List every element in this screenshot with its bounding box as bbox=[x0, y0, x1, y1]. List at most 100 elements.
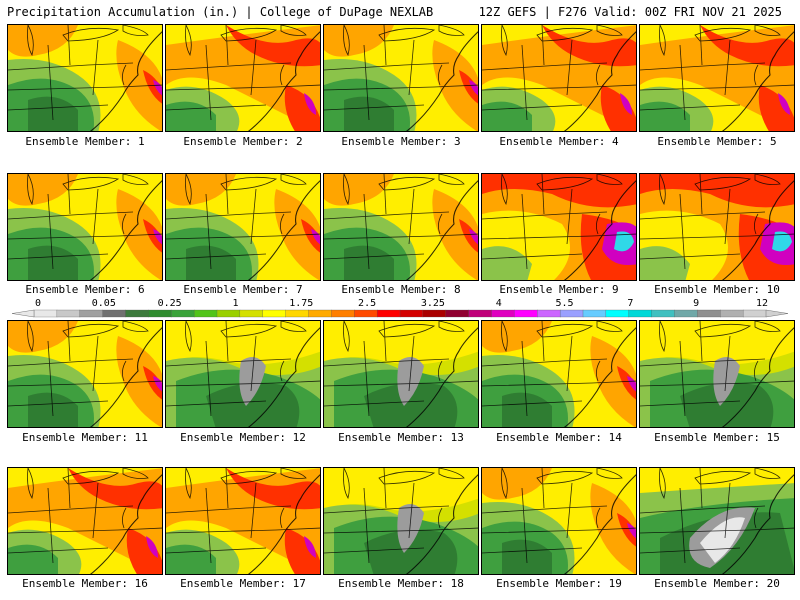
ensemble-member-label-11: Ensemble Member: 11 bbox=[22, 431, 148, 444]
colorbar-swatch bbox=[193, 309, 218, 318]
ensemble-member-label-14: Ensemble Member: 14 bbox=[496, 431, 622, 444]
colorbar-swatch bbox=[285, 309, 309, 318]
state-borders bbox=[640, 321, 794, 427]
ensemble-member-map-20 bbox=[639, 467, 795, 575]
ensemble-member-label-1: Ensemble Member: 1 bbox=[25, 135, 145, 148]
state-borders bbox=[482, 321, 636, 427]
colorbar-swatch bbox=[308, 309, 332, 318]
ensemble-member-label-18: Ensemble Member: 18 bbox=[338, 577, 464, 590]
ensemble-member-label-12: Ensemble Member: 12 bbox=[180, 431, 306, 444]
ensemble-member-map-16 bbox=[7, 467, 163, 575]
precip-map-3 bbox=[324, 25, 478, 131]
state-borders bbox=[166, 468, 320, 574]
precip-colorbar: 0 0.05 0.25 1 1.75 2.5 3.25 4 5.5 7 9 12 bbox=[10, 298, 790, 322]
ensemble-member-map-18 bbox=[323, 467, 479, 575]
ensemble-member-label-4: Ensemble Member: 4 bbox=[499, 135, 619, 148]
ensemble-member-map-8 bbox=[323, 173, 479, 281]
colorbar-swatch bbox=[628, 309, 653, 318]
colorbar-swatch bbox=[514, 309, 538, 318]
ensemble-member-map-14 bbox=[481, 320, 637, 428]
colorbar-tick-label: 7 bbox=[627, 298, 634, 309]
precip-map-4 bbox=[482, 25, 636, 131]
precip-map-9 bbox=[482, 174, 636, 280]
colorbar-tick-label: 0.05 bbox=[91, 298, 116, 309]
state-borders bbox=[166, 25, 320, 131]
colorbar-swatch bbox=[537, 309, 561, 318]
ensemble-member-map-10 bbox=[639, 173, 795, 281]
ensemble-member-map-17 bbox=[165, 467, 321, 575]
ensemble-member-map-4 bbox=[481, 24, 637, 132]
precip-map-14 bbox=[482, 321, 636, 427]
ensemble-member-label-16: Ensemble Member: 16 bbox=[22, 577, 148, 590]
precip-map-5 bbox=[640, 25, 794, 131]
colorbar-swatch bbox=[33, 309, 58, 318]
colorbar-tick-label: 0.25 bbox=[157, 298, 182, 309]
colorbar-tick-label: 5.5 bbox=[555, 298, 574, 309]
state-borders bbox=[8, 25, 162, 131]
colorbar-swatch bbox=[148, 309, 172, 318]
ensemble-member-label-3: Ensemble Member: 3 bbox=[341, 135, 461, 148]
map-title: Precipitation Accumulation (in.) | Colle… bbox=[7, 5, 434, 19]
state-borders bbox=[482, 25, 636, 131]
precip-map-13 bbox=[324, 321, 478, 427]
state-borders bbox=[482, 468, 636, 574]
colorbar-tick-label: 12 bbox=[755, 298, 769, 309]
colorbar-tick-label: 2.5 bbox=[358, 298, 377, 309]
state-borders bbox=[8, 321, 162, 427]
colorbar-swatch bbox=[331, 309, 355, 318]
colorbar-swatch bbox=[697, 309, 721, 318]
colorbar-swatch bbox=[354, 309, 378, 318]
model-valid-time: 12Z GEFS | F276 Valid: 00Z FRI NOV 21 20… bbox=[478, 5, 782, 19]
precip-map-8 bbox=[324, 174, 478, 280]
colorbar-swatch bbox=[742, 309, 767, 318]
precip-map-20 bbox=[640, 468, 794, 574]
ensemble-member-label-8: Ensemble Member: 8 bbox=[341, 283, 461, 296]
precip-map-10 bbox=[640, 174, 794, 280]
ensemble-member-label-19: Ensemble Member: 19 bbox=[496, 577, 622, 590]
ensemble-member-map-15 bbox=[639, 320, 795, 428]
colorbar-swatch bbox=[102, 309, 126, 318]
colorbar-swatch bbox=[399, 309, 424, 318]
ensemble-member-label-9: Ensemble Member: 9 bbox=[499, 283, 619, 296]
colorbar-swatch bbox=[605, 309, 630, 318]
colorbar-labels: 0 0.05 0.25 1 1.75 2.5 3.25 4 5.5 7 9 12 bbox=[10, 298, 800, 310]
ensemble-member-map-9 bbox=[481, 173, 637, 281]
colorbar-tick-label: 1 bbox=[232, 298, 239, 309]
precip-map-11 bbox=[8, 321, 162, 427]
state-borders bbox=[324, 174, 478, 280]
state-borders bbox=[324, 321, 478, 427]
ensemble-member-label-2: Ensemble Member: 2 bbox=[183, 135, 303, 148]
precip-map-12 bbox=[166, 321, 320, 427]
ensemble-member-label-20: Ensemble Member: 20 bbox=[654, 577, 780, 590]
colorbar-swatch bbox=[79, 309, 104, 318]
precip-map-16 bbox=[8, 468, 162, 574]
colorbar-swatch bbox=[651, 309, 675, 318]
state-borders bbox=[482, 174, 636, 280]
colorbar-swatch bbox=[491, 309, 515, 318]
state-borders bbox=[8, 468, 162, 574]
colorbar-swatch bbox=[559, 309, 584, 318]
colorbar-swatch bbox=[56, 309, 81, 318]
colorbar-tick-label: 9 bbox=[693, 298, 700, 309]
ensemble-member-map-12 bbox=[165, 320, 321, 428]
colorbar-tick-label: 1.75 bbox=[289, 298, 314, 309]
colorbar-tick-label: 0 bbox=[34, 298, 42, 309]
ensemble-member-label-7: Ensemble Member: 7 bbox=[183, 283, 303, 296]
state-borders bbox=[166, 174, 320, 280]
colorbar-swatch bbox=[239, 309, 264, 318]
colorbar-left-arrow-icon bbox=[11, 309, 35, 318]
precip-map-15 bbox=[640, 321, 794, 427]
ensemble-member-map-7 bbox=[165, 173, 321, 281]
state-borders bbox=[640, 468, 794, 574]
colorbar-right-arrow-icon bbox=[765, 309, 789, 318]
precip-map-19 bbox=[482, 468, 636, 574]
state-borders bbox=[8, 174, 162, 280]
colorbar-swatch bbox=[422, 309, 447, 318]
ensemble-member-label-15: Ensemble Member: 15 bbox=[654, 431, 780, 444]
colorbar-tick-label: 3.25 bbox=[420, 298, 445, 309]
colorbar-swatch bbox=[125, 309, 149, 318]
state-borders bbox=[324, 25, 478, 131]
colorbar-swatch bbox=[262, 309, 287, 318]
ensemble-member-label-10: Ensemble Member: 10 bbox=[654, 283, 780, 296]
colorbar-swatch bbox=[582, 309, 607, 318]
